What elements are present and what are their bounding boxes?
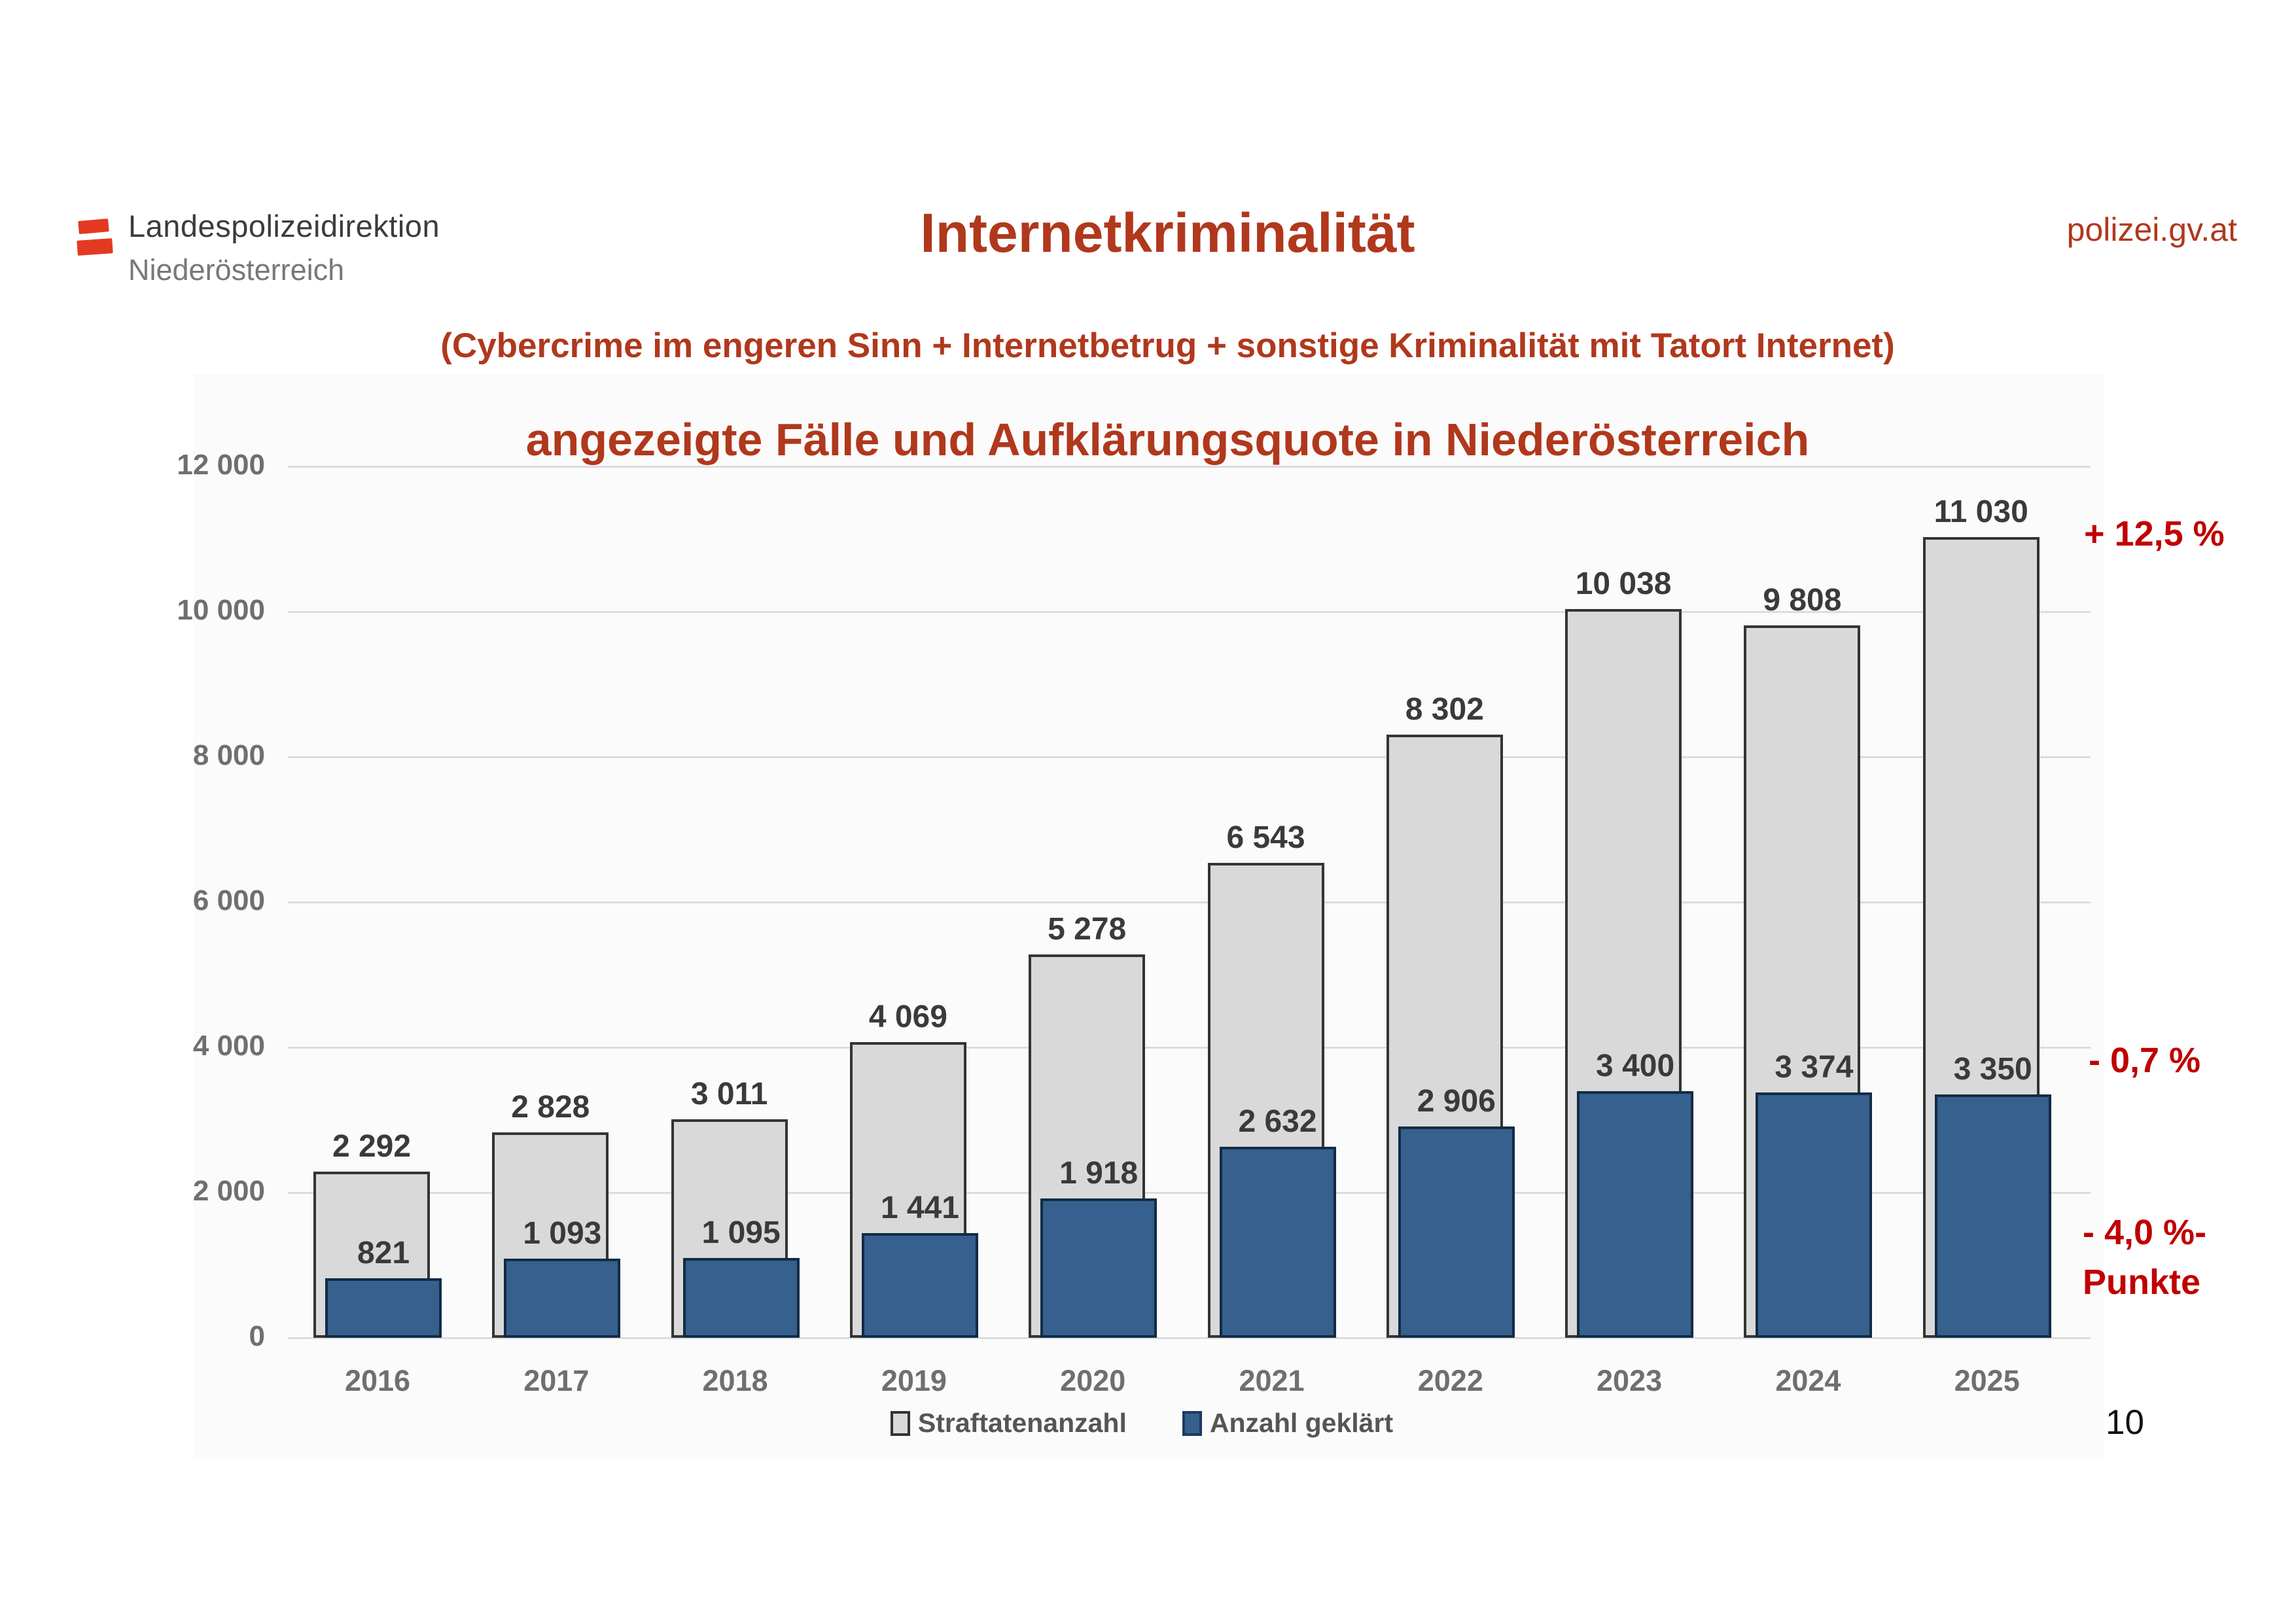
- annotation-straftaten-trend: + 12,5 %: [2084, 514, 2225, 553]
- bar-anzahl-geklaert-2025: [1934, 1094, 2051, 1338]
- x-axis-label-2025: 2025: [1954, 1364, 2020, 1397]
- value-label-anzahl-geklaert-2018: 1 095: [701, 1215, 781, 1250]
- x-axis-label-2022: 2022: [1417, 1364, 1483, 1397]
- page-number: 10: [2106, 1403, 2144, 1442]
- gridline-4000: [288, 1046, 2091, 1049]
- value-label-anzahl-geklaert-2024: 3 374: [1775, 1050, 1854, 1085]
- y-axis-label-6000: 6 000: [192, 884, 265, 916]
- value-label-anzahl-geklaert-2023: 3 400: [1596, 1049, 1675, 1083]
- annotation-quote-line1: - 4,0 %-: [2083, 1213, 2207, 1252]
- value-label-straftatenanzahl-2017: 2 828: [511, 1090, 590, 1125]
- bar-anzahl-geklaert-2024: [1756, 1092, 1873, 1338]
- page-title: Internetkriminalität: [920, 202, 1415, 264]
- x-axis-label-2024: 2024: [1775, 1364, 1841, 1397]
- legend-label: Anzahl geklärt: [1209, 1408, 1394, 1438]
- chart-legend: Straftatenanzahl Anzahl geklärt: [0, 1408, 2284, 1439]
- value-label-anzahl-geklaert-2016: 821: [357, 1236, 410, 1270]
- x-axis-label-2017: 2017: [523, 1364, 590, 1397]
- y-axis-label-4000: 4 000: [192, 1030, 265, 1062]
- value-label-straftatenanzahl-2021: 6 543: [1226, 820, 1305, 855]
- annotation-geklaert-trend: - 0,7 %: [2089, 1041, 2201, 1080]
- x-axis-label-2023: 2023: [1597, 1364, 1663, 1397]
- subtitle: (Cybercrime im engeren Sinn + Internetbe…: [440, 326, 1895, 365]
- x-axis-label-2018: 2018: [702, 1364, 768, 1397]
- y-axis-label-2000: 2 000: [192, 1175, 265, 1207]
- value-label-anzahl-geklaert-2020: 1 918: [1059, 1156, 1139, 1191]
- value-label-anzahl-geklaert-2019: 1 441: [880, 1191, 959, 1225]
- bar-anzahl-geklaert-2017: [504, 1259, 621, 1338]
- x-axis-label-2021: 2021: [1239, 1364, 1305, 1397]
- legend-swatch-icon: [890, 1410, 910, 1436]
- brand-url: polizei.gv.at: [2066, 211, 2237, 248]
- gridline-0: [288, 1336, 2091, 1339]
- bar-anzahl-geklaert-2023: [1577, 1091, 1694, 1338]
- value-label-straftatenanzahl-2019: 4 069: [868, 1000, 947, 1034]
- logo-org-name: Landespolizeidirektion: [128, 209, 440, 243]
- value-label-straftatenanzahl-2018: 3 011: [690, 1077, 768, 1111]
- y-axis-label-12000: 12 000: [177, 449, 265, 481]
- value-label-straftatenanzahl-2023: 10 038: [1575, 567, 1672, 601]
- y-axis-label-8000: 8 000: [192, 739, 265, 771]
- annotation-aufklaerungsquote-trend: - 4,0 %- Punkte: [2083, 1208, 2206, 1307]
- value-label-anzahl-geklaert-2017: 1 093: [523, 1216, 602, 1251]
- bar-anzahl-geklaert-2019: [861, 1233, 978, 1338]
- gridline-12000: [288, 465, 2091, 468]
- value-label-anzahl-geklaert-2025: 3 350: [1953, 1052, 2032, 1087]
- gridline-10000: [288, 610, 2091, 613]
- x-axis-label-2019: 2019: [881, 1364, 947, 1397]
- x-axis-label-2020: 2020: [1060, 1364, 1126, 1397]
- legend-label: Straftatenanzahl: [917, 1408, 1127, 1438]
- value-label-anzahl-geklaert-2021: 2 632: [1238, 1104, 1317, 1139]
- gridline-6000: [288, 901, 2091, 903]
- y-axis-label-10000: 10 000: [177, 594, 265, 626]
- value-label-straftatenanzahl-2024: 9 808: [1763, 583, 1842, 618]
- bar-anzahl-geklaert-2022: [1398, 1126, 1515, 1338]
- x-axis-label-2016: 2016: [344, 1364, 411, 1397]
- legend-item-anzahl-geklaert: Anzahl geklärt: [1182, 1408, 1393, 1439]
- value-label-straftatenanzahl-2025: 11 030: [1934, 495, 2028, 529]
- legend-swatch-icon: [1182, 1410, 1202, 1436]
- value-label-straftatenanzahl-2016: 2 292: [332, 1129, 412, 1164]
- value-label-straftatenanzahl-2020: 5 278: [1048, 912, 1127, 947]
- chart-title: angezeigte Fälle und Aufklärungsquote in…: [525, 414, 1810, 465]
- y-axis-label-0: 0: [249, 1320, 265, 1352]
- gridline-8000: [288, 756, 2091, 758]
- bar-anzahl-geklaert-2016: [325, 1278, 442, 1338]
- annotation-quote-line2: Punkte: [2083, 1263, 2201, 1302]
- gridline-2000: [288, 1191, 2091, 1194]
- bar-anzahl-geklaert-2020: [1040, 1198, 1157, 1338]
- bar-anzahl-geklaert-2021: [1219, 1147, 1336, 1338]
- logo-text: Landespolizeidirektion Niederösterreich: [128, 208, 440, 287]
- value-label-anzahl-geklaert-2022: 2 906: [1417, 1084, 1496, 1119]
- value-label-straftatenanzahl-2022: 8 302: [1405, 692, 1484, 727]
- bar-anzahl-geklaert-2018: [682, 1258, 800, 1338]
- logo-region-name: Niederösterreich: [128, 253, 345, 287]
- legend-item-straftatenanzahl: Straftatenanzahl: [890, 1408, 1127, 1439]
